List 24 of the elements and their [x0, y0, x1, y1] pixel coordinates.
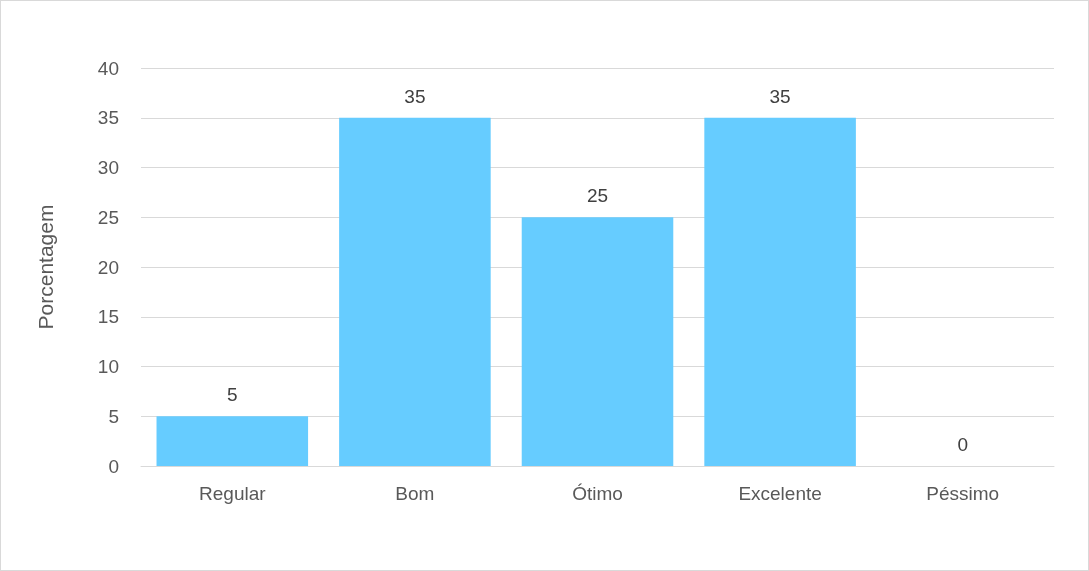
x-tick-label: Excelente	[738, 483, 822, 504]
x-tick-label: Péssimo	[926, 483, 1000, 504]
data-label: 25	[586, 185, 609, 207]
y-tick-label: 40	[97, 57, 119, 79]
bar	[156, 416, 309, 466]
x-tick-label: Bom	[395, 483, 435, 504]
data-label: 35	[404, 85, 426, 107]
bar	[704, 117, 856, 466]
data-label: 0	[957, 434, 968, 455]
y-tick-label: 35	[97, 107, 119, 129]
y-tick-label: 10	[97, 356, 119, 377]
data-label: 5	[227, 384, 238, 406]
y-tick-label: 30	[97, 157, 119, 178]
data-label: 35	[769, 85, 791, 107]
y-tick-label: 0	[108, 455, 119, 477]
x-tick-label: Regular	[199, 483, 267, 504]
bar	[339, 117, 491, 466]
y-tick-label: 20	[97, 256, 119, 278]
y-tick-label: 15	[97, 306, 119, 328]
bar	[521, 217, 674, 466]
x-tick-label: Ótimo	[572, 483, 623, 504]
y-tick-label: 5	[108, 405, 119, 427]
y-tick-label: 25	[97, 206, 119, 228]
y-axis-title: Porcentagem	[34, 204, 57, 330]
